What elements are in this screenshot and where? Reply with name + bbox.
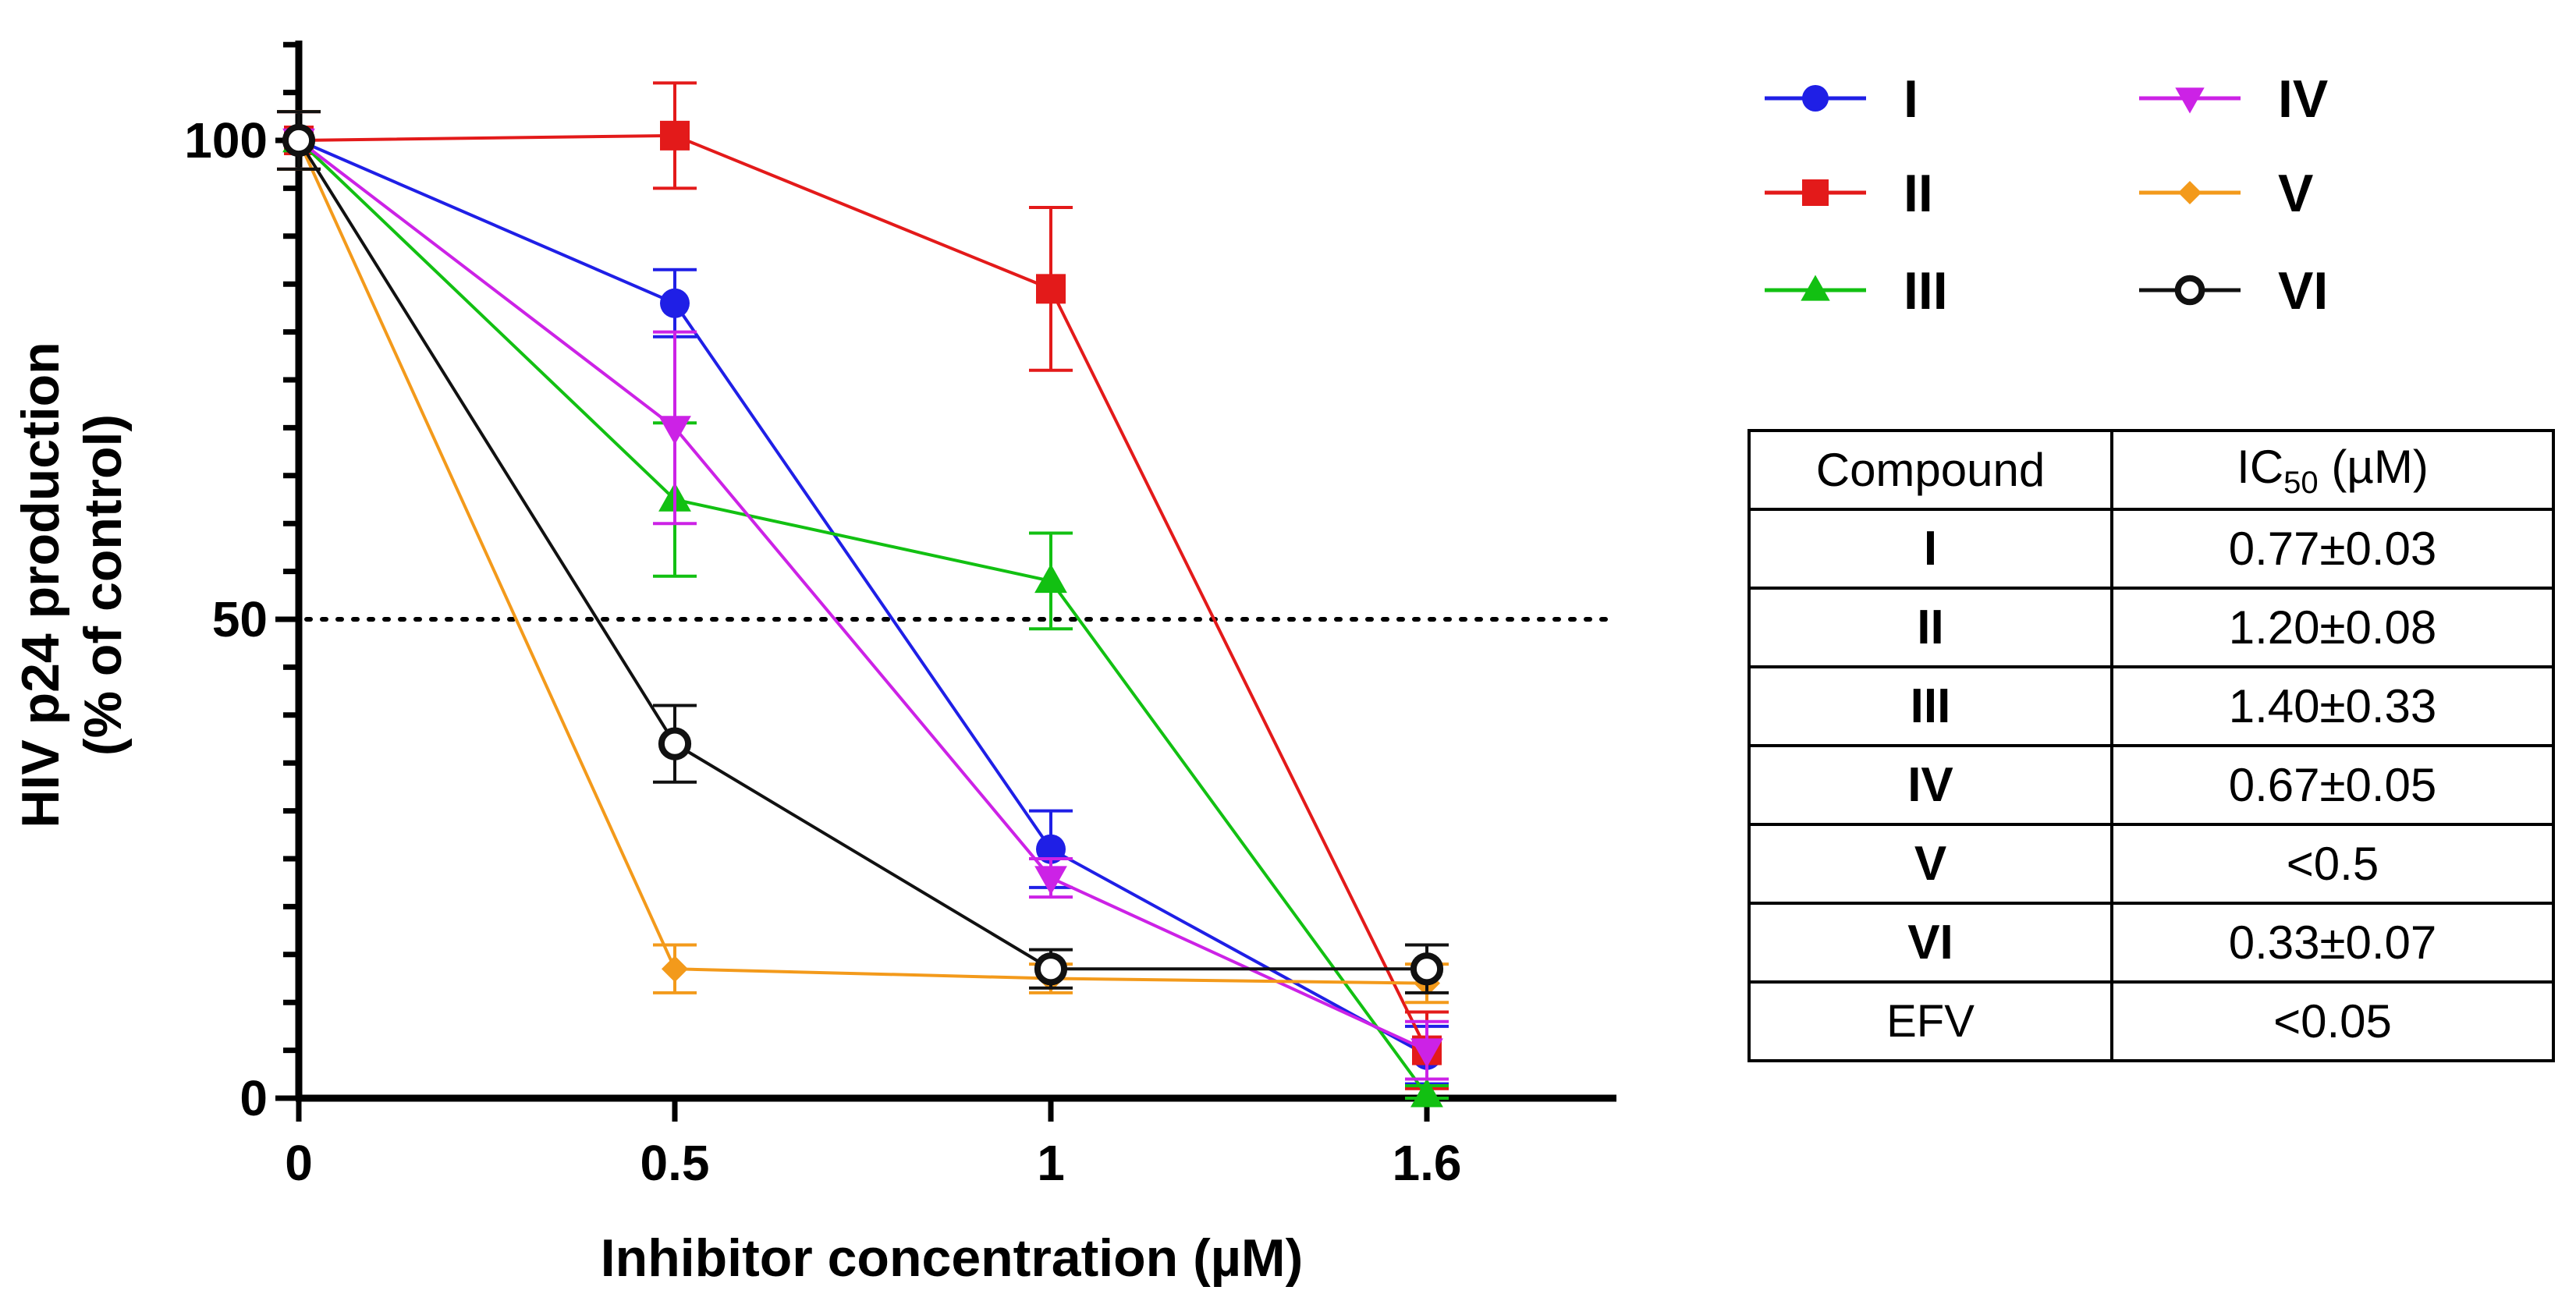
legend-label-VI: VI [2278, 261, 2328, 321]
axes: 0 50 100 0 0.5 1 1.6 [184, 41, 1616, 1191]
legend-label-I: I [1904, 69, 1918, 129]
header-ic50: IC50 (µM) [2110, 429, 2555, 511]
table-cell-compound: VI [1747, 902, 2113, 984]
table-cell-compound: IV [1747, 744, 2113, 826]
table-cell-compound: EFV [1747, 980, 2113, 1062]
header-ic50-suffix: (µM) [2318, 440, 2429, 493]
ic50-table: Compound IC50 (µM) I 0.77±0.03 II 1.20±0… [1747, 429, 2555, 1062]
legend-item-VI: VI [2139, 261, 2328, 321]
legend-marker-II [1802, 179, 1829, 206]
table-row: EFV <0.05 [1747, 980, 2555, 1062]
y-tick-label: 50 [212, 591, 268, 647]
legend-marker-V [2178, 181, 2202, 204]
table-cell-ic50: 1.40±0.33 [2110, 665, 2555, 747]
data-point-VI [658, 727, 692, 760]
legend-marker-III [1801, 275, 1830, 301]
table-row: II 1.20±0.08 [1747, 587, 2555, 668]
y-tick-label: 100 [184, 112, 268, 168]
data-point-IV [1034, 866, 1067, 895]
series-line-I [298, 139, 1428, 1057]
data-point-IV [1410, 1038, 1443, 1068]
legend-item-I: I [1765, 69, 1918, 129]
axis-labels: Inhibitor concentration (µM) HIV p24 pro… [11, 342, 1303, 1288]
series-group [277, 81, 1449, 1108]
x-tick-label: 1.6 [1393, 1135, 1462, 1191]
x-tick-label: 1 [1037, 1135, 1065, 1191]
data-point-IV [658, 416, 691, 445]
legend-label-IV: IV [2278, 69, 2328, 129]
x-axis-label: Inhibitor concentration (µM) [601, 1228, 1303, 1288]
table-cell-compound: V [1747, 823, 2113, 905]
table-cell-compound: II [1747, 587, 2113, 668]
series-III [277, 110, 1449, 1108]
table-row: I 0.77±0.03 [1747, 508, 2555, 590]
data-point-II [1036, 274, 1066, 304]
data-point-I [660, 288, 690, 318]
data-point-VI [1410, 952, 1444, 986]
series-V [277, 110, 1449, 1005]
table-cell-ic50: 0.67±0.05 [2110, 744, 2555, 826]
table-row: III 1.40±0.33 [1747, 665, 2555, 747]
series-VI [277, 110, 1449, 994]
legend-label-V: V [2278, 164, 2313, 223]
data-point-III [1034, 564, 1067, 594]
legend-item-III: III [1765, 261, 1948, 321]
series-line-VI [297, 139, 1427, 971]
x-tick-label: 0 [285, 1135, 313, 1191]
data-point-II [660, 120, 690, 151]
legend-item-II: II [1765, 164, 1933, 223]
data-point-I [1036, 834, 1066, 864]
table-cell-compound: I [1747, 508, 2113, 590]
legend-label-III: III [1904, 261, 1948, 321]
legend-item-IV: IV [2139, 69, 2328, 129]
x-tick-label: 0.5 [640, 1135, 710, 1191]
data-point-V [662, 955, 688, 983]
table-header-row: Compound IC50 (µM) [1747, 429, 2555, 511]
legend-label-II: II [1904, 164, 1933, 223]
y-tick-label: 0 [240, 1070, 268, 1126]
legend-marker-I [1802, 85, 1829, 112]
table-row: VI 0.33±0.07 [1747, 902, 2555, 984]
series-line-V [297, 140, 1428, 985]
table-cell-ic50: 0.77±0.03 [2110, 508, 2555, 590]
legend-marker-IV [2175, 87, 2205, 114]
data-point-VI [1034, 952, 1068, 986]
series-line-IV [297, 139, 1428, 1052]
series-line-III [297, 139, 1428, 1097]
table-cell-compound: III [1747, 665, 2113, 747]
header-ic50-prefix: IC [2237, 440, 2284, 493]
y-axis-label: HIV p24 production [11, 342, 70, 828]
y-axis-sublabel: (% of control) [73, 414, 133, 756]
legend-marker-VI [2174, 275, 2205, 306]
data-point-III [1410, 1078, 1443, 1108]
table-cell-ic50: <0.05 [2110, 980, 2555, 1062]
header-compound: Compound [1747, 429, 2113, 511]
table-cell-ic50: 1.20±0.08 [2110, 587, 2555, 668]
table-cell-ic50: <0.5 [2110, 823, 2555, 905]
legend-item-V: V [2139, 164, 2313, 223]
series-line-II [298, 133, 1428, 1051]
data-point-VI [282, 123, 316, 158]
series-II [277, 81, 1449, 1090]
table-row: IV 0.67±0.05 [1747, 744, 2555, 826]
table-row: V <0.5 [1747, 823, 2555, 905]
header-ic50-sub: 50 [2283, 465, 2319, 500]
table-cell-ic50: 0.33±0.07 [2110, 902, 2555, 984]
series-IV [277, 110, 1449, 1081]
